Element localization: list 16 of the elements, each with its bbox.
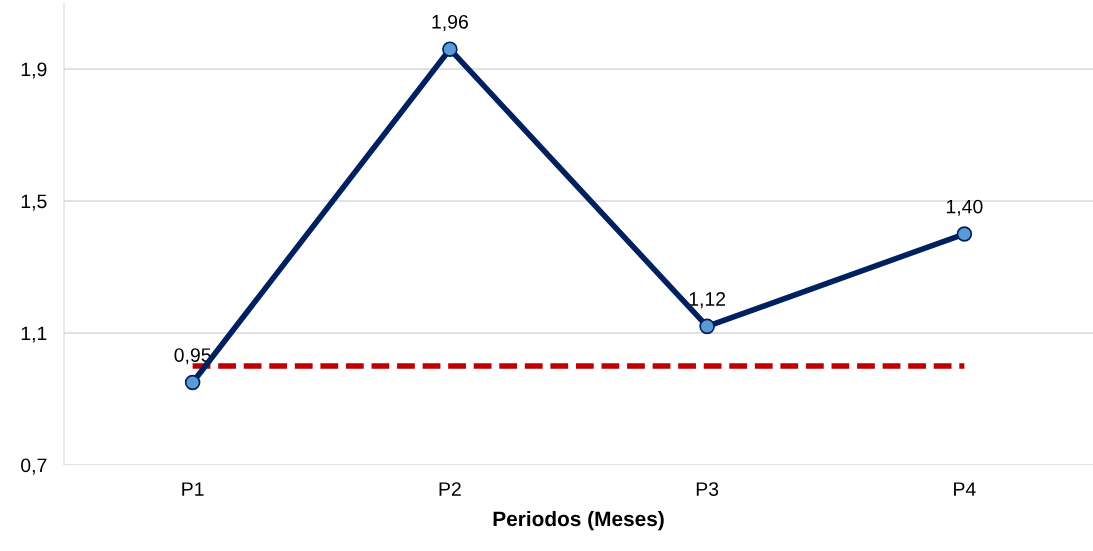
data-label: 1,40 — [946, 199, 983, 216]
data-label: 1,12 — [689, 292, 726, 309]
point — [184, 374, 201, 391]
data-label: 1,96 — [432, 14, 468, 31]
x-tick-label: P2 — [439, 482, 461, 496]
point — [699, 318, 715, 335]
y-tick-label: 0,7 — [21, 458, 47, 475]
x-tick-label: P3 — [696, 482, 719, 496]
x-tick-label: P4 — [954, 482, 976, 496]
y-tick-label: 1,5 — [21, 194, 47, 211]
y-tick-label: 1,9 — [21, 62, 47, 79]
x-tick-label: P1 — [182, 482, 204, 496]
point — [956, 226, 973, 242]
y-tick-label: 1,1 — [21, 326, 47, 343]
x-axis-title: Periodos (Meses) — [493, 510, 664, 531]
point — [442, 41, 458, 57]
